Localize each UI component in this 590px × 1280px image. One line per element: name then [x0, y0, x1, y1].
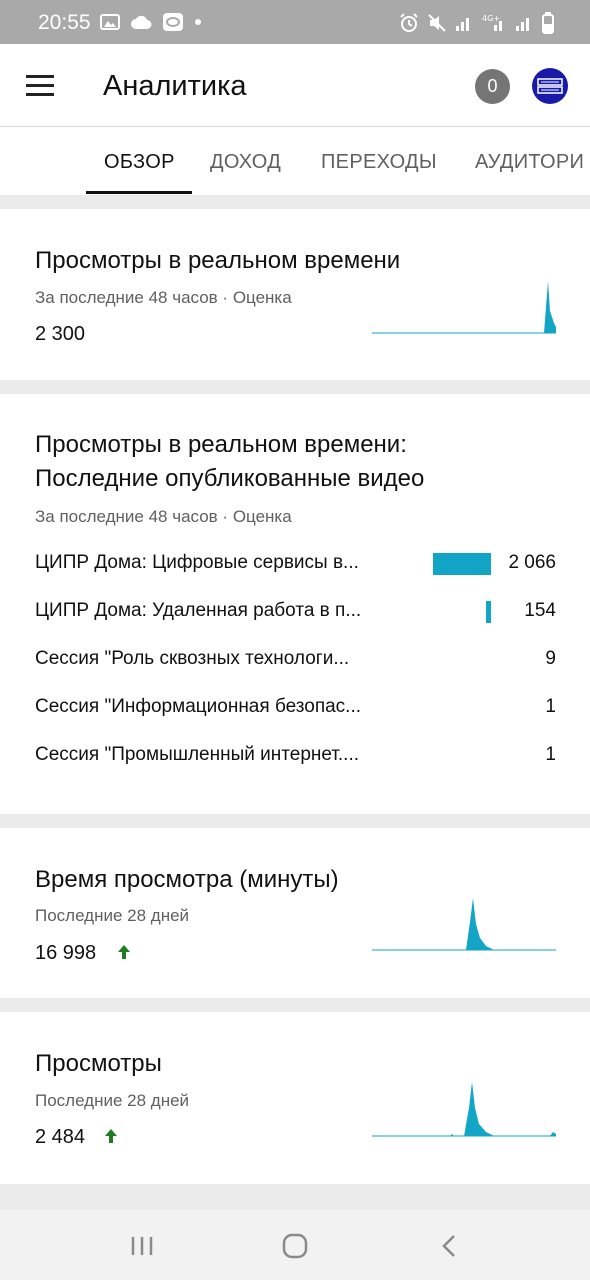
card-title: Просмотры в реальном времени [35, 247, 401, 274]
card-subtitle: Последние 28 дней [35, 1091, 190, 1110]
video-title: ЦИПР Дома: Цифровые сервисы в... [35, 552, 359, 573]
menu-icon[interactable] [26, 75, 54, 96]
recent-apps-icon[interactable] [130, 1235, 154, 1257]
video-row[interactable]: ЦИПР Дома: Удаленная работа в п... 154 [35, 596, 556, 626]
card-subtitle: За последние 48 часов · Оценка [35, 507, 292, 526]
status-notification-icons [100, 12, 202, 32]
status-system-icons: 4G+ [399, 12, 554, 34]
card-value: 2 484 [35, 1126, 86, 1148]
video-views-bar [433, 553, 491, 575]
video-row[interactable]: Сессия "Промышленный интернет.... 1 [35, 740, 556, 770]
card-title: Время просмотра (минуты) [35, 866, 339, 893]
realtime-sparkline [372, 281, 556, 334]
video-title: Сессия "Роль сквозных технологи... [35, 648, 350, 669]
back-icon[interactable] [440, 1234, 458, 1258]
page-title: Аналитика [103, 70, 247, 102]
watch-time-sparkline [372, 898, 556, 951]
video-views-bar [486, 601, 491, 623]
card-title-line2: Последние опубликованные видео [35, 465, 425, 492]
status-time: 20:55 [38, 11, 91, 34]
home-icon[interactable] [282, 1233, 308, 1259]
mute-icon [428, 14, 446, 32]
app-bar: Аналитика 0 [0, 44, 590, 127]
card-watch-time[interactable]: Время просмотра (минуты) Последние 28 дн… [0, 828, 590, 998]
card-title-line1: Просмотры в реальном времени: [35, 431, 407, 458]
tab-audience[interactable]: АУДИТОРИ [475, 151, 585, 173]
app-notification-icon [163, 13, 183, 31]
video-views: 1 [545, 696, 556, 717]
tab-overview[interactable]: ОБЗОР [104, 151, 175, 173]
alarm-icon [400, 13, 418, 32]
card-latest-videos[interactable]: Просмотры в реальном времени: Последние … [0, 394, 590, 814]
video-views: 9 [545, 648, 556, 669]
notification-badge[interactable]: 0 [475, 69, 510, 104]
video-row[interactable]: Сессия "Информационная безопас... 1 [35, 692, 556, 722]
trend-up-icon [105, 1129, 117, 1143]
card-subtitle: За последние 48 часов · Оценка [35, 288, 292, 307]
video-title: Сессия "Информационная безопас... [35, 696, 362, 717]
card-value: 2 300 [35, 323, 86, 345]
signal-icon [456, 18, 469, 31]
tab-bar: ОБЗОР ДОХОД ПЕРЕХОДЫ АУДИТОРИ [0, 127, 590, 195]
video-views: 1 [545, 744, 556, 765]
video-title: Сессия "Промышленный интернет.... [35, 744, 360, 765]
status-bar: 20:55 4G+ [0, 0, 590, 44]
tab-indicator [86, 191, 192, 194]
gallery-icon [100, 14, 120, 30]
video-title: ЦИПР Дома: Удаленная работа в п... [35, 600, 362, 621]
card-views[interactable]: Просмотры Последние 28 дней 2 484 [0, 1012, 590, 1184]
card-title: Просмотры [35, 1050, 162, 1077]
card-realtime-views[interactable]: Просмотры в реальном времени За последни… [0, 209, 590, 380]
battery-icon [542, 12, 554, 34]
lte-signal-icon: 4G+ [482, 14, 502, 31]
tab-revenue[interactable]: ДОХОД [210, 151, 282, 173]
video-row[interactable]: Сессия "Роль сквозных технологи... 9 [35, 644, 556, 674]
signal2-icon [516, 18, 529, 31]
video-views: 2 066 [508, 552, 556, 573]
video-row[interactable]: ЦИПР Дома: Цифровые сервисы в... 2 066 [35, 548, 556, 578]
card-subtitle: Последние 28 дней [35, 906, 190, 925]
dot-icon [195, 19, 201, 25]
system-nav-bar [0, 1210, 590, 1280]
trend-up-icon [118, 945, 130, 959]
views-sparkline [372, 1082, 556, 1137]
svg-text:4G+: 4G+ [482, 14, 500, 23]
tab-traffic[interactable]: ПЕРЕХОДЫ [321, 151, 437, 173]
cloud-icon [131, 15, 152, 29]
video-views: 154 [524, 600, 556, 621]
card-value: 16 998 [35, 942, 97, 964]
avatar[interactable] [532, 68, 568, 104]
channel-logo-icon [537, 78, 563, 94]
